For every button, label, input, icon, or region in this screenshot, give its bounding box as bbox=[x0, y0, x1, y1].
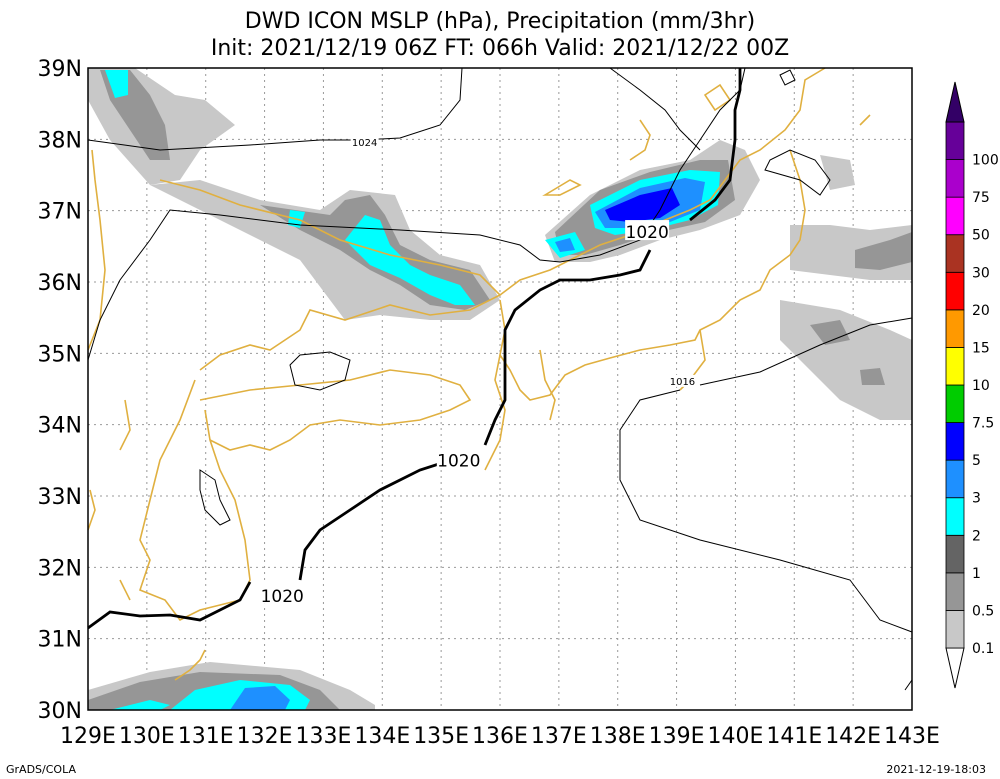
colorbar-label: 5 bbox=[972, 453, 981, 469]
precipitation-colorbar: 0.1 0.5 1 2 3 5 7.5 10 15 20 30 50 75 100 bbox=[945, 81, 999, 689]
lon-label: 141E bbox=[766, 724, 822, 749]
isobar-label: 1020 bbox=[437, 451, 480, 471]
latitude-labels: 30N 31N 32N 33N 34N 35N 36N 37N 38N 39N bbox=[38, 57, 82, 724]
colorbar-label: 1 bbox=[972, 566, 981, 582]
lon-label: 136E bbox=[472, 724, 528, 749]
colorbar-label: 50 bbox=[972, 228, 990, 244]
lon-label: 131E bbox=[178, 724, 234, 749]
precip-area-offshore-dark-2 bbox=[860, 368, 885, 385]
isobar-label: 1020 bbox=[261, 587, 304, 607]
lon-label: 132E bbox=[237, 724, 293, 749]
colorbar-segment bbox=[945, 234, 965, 273]
colorbar-segment bbox=[945, 271, 965, 311]
longitude-labels: 129E 130E 131E 132E 133E 134E 135E 136E 137E 138E… bbox=[60, 724, 940, 749]
footer-timestamp: 2021-12-19-18:03 bbox=[886, 763, 986, 776]
lon-label: 140E bbox=[707, 724, 763, 749]
precip-area-hokuriku-blue bbox=[555, 238, 575, 252]
colorbar-segment bbox=[945, 309, 965, 348]
lat-label: 33N bbox=[38, 485, 82, 510]
lon-label: 139E bbox=[649, 724, 705, 749]
lat-label: 37N bbox=[38, 200, 82, 225]
precip-area-sanin-cyan-2 bbox=[345, 215, 475, 305]
colorbar-label: 0.5 bbox=[972, 603, 994, 619]
plot-frame bbox=[87, 67, 913, 711]
map-title: DWD ICON MSLP (hPa), Precipitation (mm/3… bbox=[244, 9, 756, 34]
lat-label: 31N bbox=[38, 628, 82, 653]
colorbar-segment bbox=[945, 534, 965, 574]
colorbar-segment bbox=[945, 384, 965, 423]
colorbar-segment bbox=[945, 159, 965, 198]
precip-area-north-korea-cyan bbox=[105, 70, 128, 98]
colorbar-label: 30 bbox=[972, 265, 990, 281]
lon-label: 135E bbox=[413, 724, 469, 749]
isobar-labels: 1024 1020 1016 1020 1020 bbox=[260, 135, 697, 607]
colorbar-segment bbox=[945, 121, 965, 160]
lat-label: 36N bbox=[38, 271, 82, 296]
lon-label: 129E bbox=[60, 724, 116, 749]
isobar-label: 1016 bbox=[670, 377, 695, 388]
colorbar-label: 75 bbox=[972, 190, 990, 206]
precip-area-kanto-east-dark bbox=[855, 232, 912, 270]
colorbar-label: 0.1 bbox=[972, 641, 994, 657]
lat-label: 35N bbox=[38, 342, 82, 367]
coastlines bbox=[87, 67, 871, 681]
isobar-label: 1024 bbox=[352, 138, 377, 149]
colorbar-segment bbox=[945, 347, 965, 386]
colorbar-label: 100 bbox=[972, 153, 999, 169]
isobars-1020 bbox=[87, 68, 742, 630]
lon-label: 134E bbox=[354, 724, 410, 749]
isobar-label-bg bbox=[668, 374, 697, 387]
isobar-label-bg bbox=[436, 448, 481, 469]
lon-label: 138E bbox=[590, 724, 646, 749]
lon-label: 143E bbox=[884, 724, 940, 749]
lon-label: 137E bbox=[531, 724, 587, 749]
colorbar-label: 10 bbox=[972, 378, 990, 394]
precip-area-offshore-dark bbox=[810, 320, 850, 345]
colorbar-segment bbox=[945, 459, 965, 499]
lat-label: 34N bbox=[38, 414, 82, 439]
isobars-thin bbox=[87, 67, 913, 710]
precip-area-southwest-cyan-2 bbox=[110, 700, 170, 710]
footer-software: GrADS/COLA bbox=[6, 763, 76, 776]
colorbar-segment bbox=[945, 610, 965, 649]
precip-area-southwest-blue bbox=[230, 686, 290, 710]
colorbar-label: 7.5 bbox=[972, 416, 994, 432]
colorbar-segment bbox=[945, 572, 965, 611]
lat-label: 30N bbox=[38, 699, 82, 724]
lat-label: 38N bbox=[38, 128, 82, 153]
lat-label: 39N bbox=[38, 57, 82, 82]
colorbar-label: 2 bbox=[972, 528, 981, 544]
lon-label: 142E bbox=[825, 724, 881, 749]
precip-area-hokuriku-darkblue bbox=[605, 188, 680, 222]
isobar-label-bg bbox=[260, 583, 305, 604]
colorbar-segment bbox=[945, 497, 965, 536]
colorbar-label: 20 bbox=[972, 303, 990, 319]
colorbar-segment bbox=[945, 422, 965, 461]
colorbar-upper-arrow bbox=[945, 81, 965, 123]
isobar-label: 1020 bbox=[626, 223, 669, 243]
colorbar-segment bbox=[945, 196, 965, 236]
colorbar-lower-arrow bbox=[945, 647, 965, 689]
colorbar-label: 3 bbox=[972, 491, 981, 507]
lon-label: 133E bbox=[295, 724, 351, 749]
lat-label: 32N bbox=[38, 556, 82, 581]
isobar-label-bg bbox=[350, 135, 379, 148]
precip-area-tohoku bbox=[820, 155, 855, 190]
precip-area-offshore-east bbox=[780, 300, 912, 420]
map-subtitle: Init: 2021/12/19 06Z FT: 066h Valid: 202… bbox=[210, 36, 790, 61]
lon-label: 130E bbox=[119, 724, 175, 749]
isobar-label-bg bbox=[625, 220, 670, 241]
lat-lon-grid bbox=[88, 68, 912, 710]
colorbar-label: 15 bbox=[972, 340, 990, 356]
